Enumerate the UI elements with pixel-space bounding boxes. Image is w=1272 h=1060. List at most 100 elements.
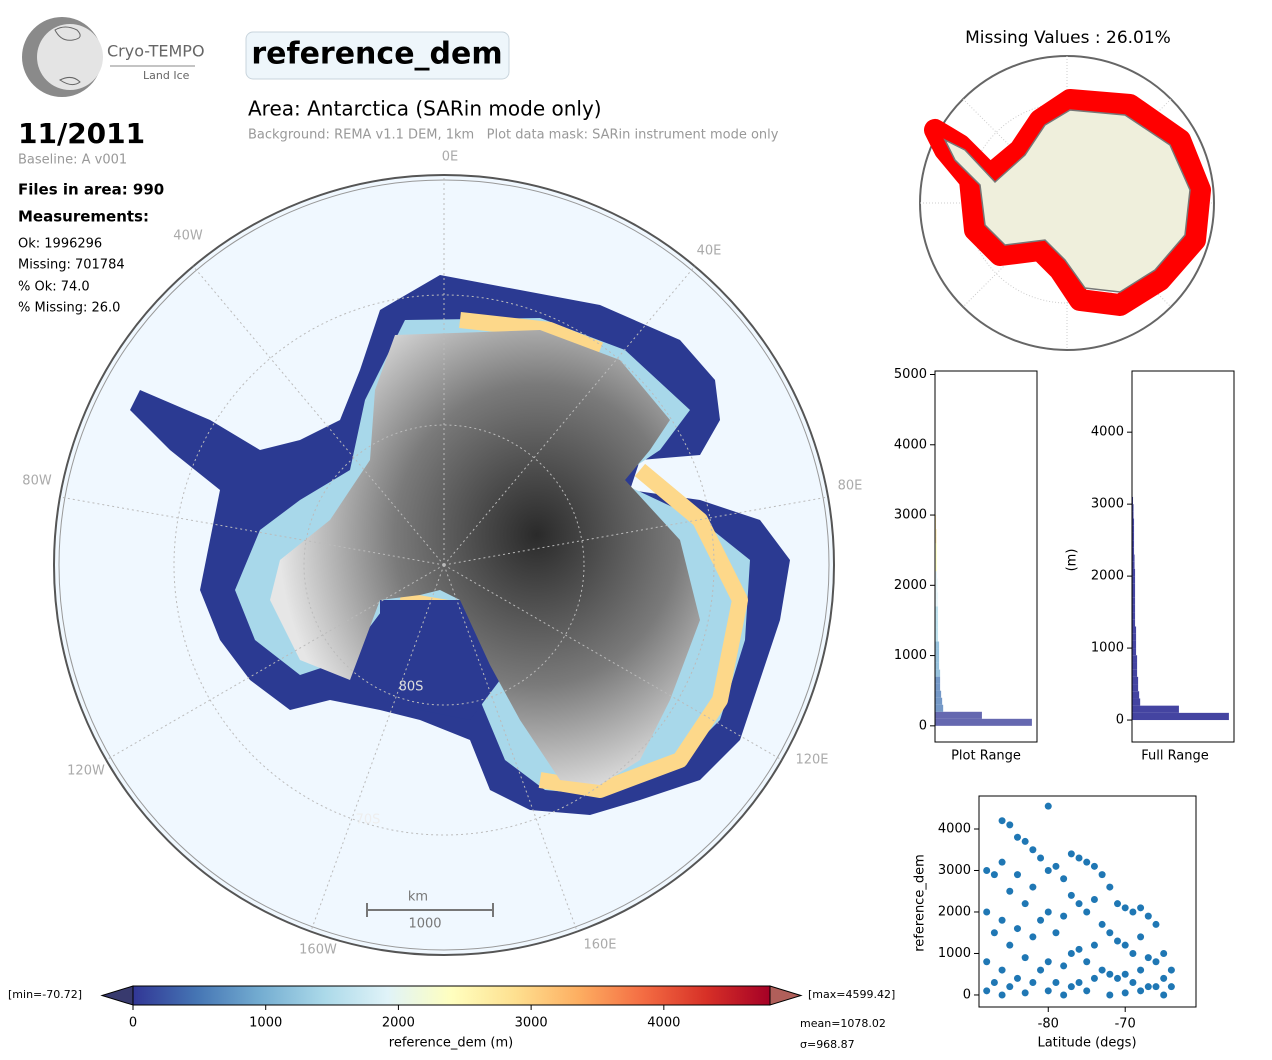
point — [1037, 916, 1045, 924]
point — [1114, 900, 1122, 908]
axes-frame — [934, 370, 1038, 743]
point — [1152, 958, 1160, 966]
point — [1075, 979, 1083, 987]
hist-bar — [1132, 619, 1136, 627]
logo-subtitle: Land Ice — [143, 69, 190, 82]
hist-bar — [1132, 640, 1137, 649]
hist-bar — [935, 676, 941, 684]
point — [1137, 966, 1145, 974]
hist-bar — [1132, 532, 1135, 541]
hist-bar — [1132, 691, 1140, 699]
point — [1098, 966, 1106, 974]
colorbar-extend-high — [769, 985, 803, 1006]
hist-bar — [935, 613, 939, 621]
point — [1067, 983, 1075, 991]
x-axis-label: Latitude (degs) — [1037, 1036, 1136, 1051]
meridian-label: 120E — [795, 753, 828, 768]
point — [1129, 979, 1137, 987]
hist-bar — [935, 655, 940, 663]
point — [1090, 974, 1098, 982]
stat-pct-missing: % Missing: 26.0 — [18, 301, 120, 316]
point — [1114, 937, 1122, 945]
hist-bar — [935, 606, 939, 614]
point — [1083, 958, 1091, 966]
hist-bar — [935, 697, 943, 705]
point — [1083, 987, 1091, 995]
hist-bar — [1132, 561, 1135, 569]
y-tick-label: 1000 — [894, 648, 927, 663]
hist-bar — [935, 543, 938, 551]
point — [1052, 862, 1060, 870]
hist-bar — [935, 599, 939, 607]
point — [998, 966, 1006, 974]
y-tick-label: 3000 — [938, 863, 971, 878]
point — [1129, 949, 1137, 957]
point — [1060, 962, 1068, 970]
hist-bar — [935, 585, 938, 593]
point — [1090, 862, 1098, 870]
point — [1052, 979, 1060, 987]
hist-bar — [1132, 518, 1135, 526]
x-tick-label: 3000 — [515, 1016, 548, 1031]
point — [1029, 979, 1037, 987]
y-tick-label: 4000 — [938, 821, 971, 836]
point — [1006, 983, 1014, 991]
point — [983, 866, 991, 874]
hist-bar — [935, 627, 939, 635]
hist-bar — [1132, 604, 1136, 613]
hist-bar — [1132, 669, 1138, 677]
meridian-label: 40E — [697, 244, 722, 259]
hist-bar — [935, 641, 940, 649]
hist-bar — [935, 515, 937, 523]
point — [1106, 970, 1114, 978]
point — [1129, 908, 1137, 916]
hist-bar — [935, 536, 937, 544]
point — [1044, 958, 1052, 966]
point — [1106, 929, 1114, 937]
x-tick-label: 4000 — [647, 1016, 680, 1031]
point — [1013, 974, 1021, 982]
point — [1060, 912, 1068, 920]
point — [1044, 866, 1052, 874]
point — [1029, 933, 1037, 941]
point — [1006, 887, 1014, 895]
point — [1137, 933, 1145, 941]
logo: Cryo-TEMPO Land Ice — [22, 17, 205, 97]
hist-bar — [1132, 590, 1136, 598]
hist-bar — [935, 718, 1032, 726]
hist-bar — [1132, 540, 1135, 548]
point — [1067, 891, 1075, 899]
y-tick-label: 0 — [919, 718, 927, 733]
x-tick-label: 1000 — [249, 1016, 282, 1031]
meridian-label: 80W — [22, 474, 52, 489]
hist-bar — [935, 690, 942, 698]
hist-bar — [935, 564, 938, 572]
point — [1060, 991, 1068, 999]
point — [998, 858, 1006, 866]
y-tick-label: 2000 — [1091, 569, 1124, 584]
point — [1152, 920, 1160, 928]
y-tick-label: 2000 — [894, 578, 927, 593]
y-tick-label: 1000 — [1091, 641, 1124, 656]
point — [1013, 925, 1021, 933]
y-tick-label: 3000 — [894, 508, 927, 523]
point — [1021, 954, 1029, 962]
point — [998, 817, 1006, 825]
scale-length: 1000 — [408, 917, 441, 932]
point — [1044, 802, 1052, 810]
hist-bar — [1132, 597, 1136, 605]
point — [1083, 908, 1091, 916]
hist-bar — [1132, 705, 1179, 713]
hist-bar — [935, 620, 939, 628]
y-tick-label: 2000 — [938, 904, 971, 919]
point — [1037, 854, 1045, 862]
hist-bar — [935, 571, 938, 579]
point — [1106, 991, 1114, 999]
hist-bar — [1132, 612, 1136, 620]
area: Area: Antarctica (SARin mode only) — [248, 97, 602, 121]
note: Background: REMA v1.1 DEM, 1km Plot data… — [248, 128, 779, 143]
hist-bar — [1132, 568, 1136, 577]
point — [990, 871, 998, 879]
